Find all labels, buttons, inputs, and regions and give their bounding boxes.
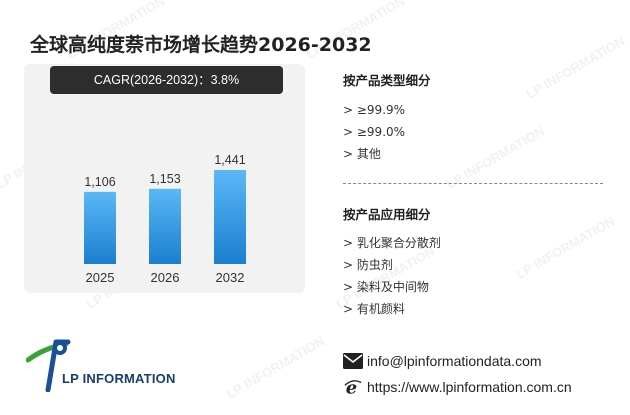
list-item: > 乳化聚合分散剂 xyxy=(343,236,441,250)
product-type-list: > ≥99.9% > ≥99.0% > 其他 xyxy=(343,99,405,165)
list-item: > 其他 xyxy=(343,147,381,161)
bar-value-label: 1,106 xyxy=(84,175,115,189)
watermark: LP INFORMATION xyxy=(223,333,328,402)
application-title: 按产品应用细分 xyxy=(343,207,431,222)
list-item: > ≥99.0% xyxy=(343,125,406,139)
contact-email[interactable]: info@lpinformationdata.com xyxy=(343,352,542,370)
bar-2025 xyxy=(84,191,116,264)
bar-value-label: 1,153 xyxy=(149,172,180,186)
logo-text: LP INFORMATION xyxy=(62,371,176,386)
application-list: > 乳化聚合分散剂 > 防虫剂 > 染料及中间物 > 有机颜料 xyxy=(343,232,441,320)
contact-website[interactable]: e https://www.lpinformation.com.cn xyxy=(343,378,572,396)
bar-value-label: 1,441 xyxy=(214,153,245,167)
product-type-title: 按产品类型细分 xyxy=(343,73,431,88)
list-item: > 防虫剂 xyxy=(343,258,393,272)
bar-2032 xyxy=(214,170,246,264)
list-item: > 有机颜料 xyxy=(343,302,405,316)
bar-chart: 1,106 2025 1,153 2026 1,441 2032 xyxy=(84,153,246,285)
email-link[interactable]: info@lpinformationdata.com xyxy=(367,353,542,369)
x-tick-label: 2032 xyxy=(216,270,245,285)
cagr-badge: CAGR(2026-2032)：3.8% xyxy=(50,66,283,94)
website-link[interactable]: https://www.lpinformation.com.cn xyxy=(367,379,572,395)
envelope-icon xyxy=(343,353,363,369)
watermark: LP INFORMATION xyxy=(523,33,628,102)
x-tick-label: 2025 xyxy=(86,270,115,285)
list-item: > 染料及中间物 xyxy=(343,280,429,294)
watermark: LP INFORMATION xyxy=(513,213,618,282)
bar-2026 xyxy=(149,188,181,264)
x-tick-label: 2026 xyxy=(151,270,180,285)
svg-text:e: e xyxy=(346,378,357,396)
lp-information-logo xyxy=(26,339,71,392)
divider xyxy=(343,183,603,184)
watermark: LP INFORMATION xyxy=(443,123,548,192)
internet-explorer-icon: e xyxy=(344,378,362,396)
list-item: > ≥99.9% xyxy=(343,103,406,117)
page-title: 全球高纯度萘市场增长趋势2026-2032 xyxy=(30,34,372,56)
